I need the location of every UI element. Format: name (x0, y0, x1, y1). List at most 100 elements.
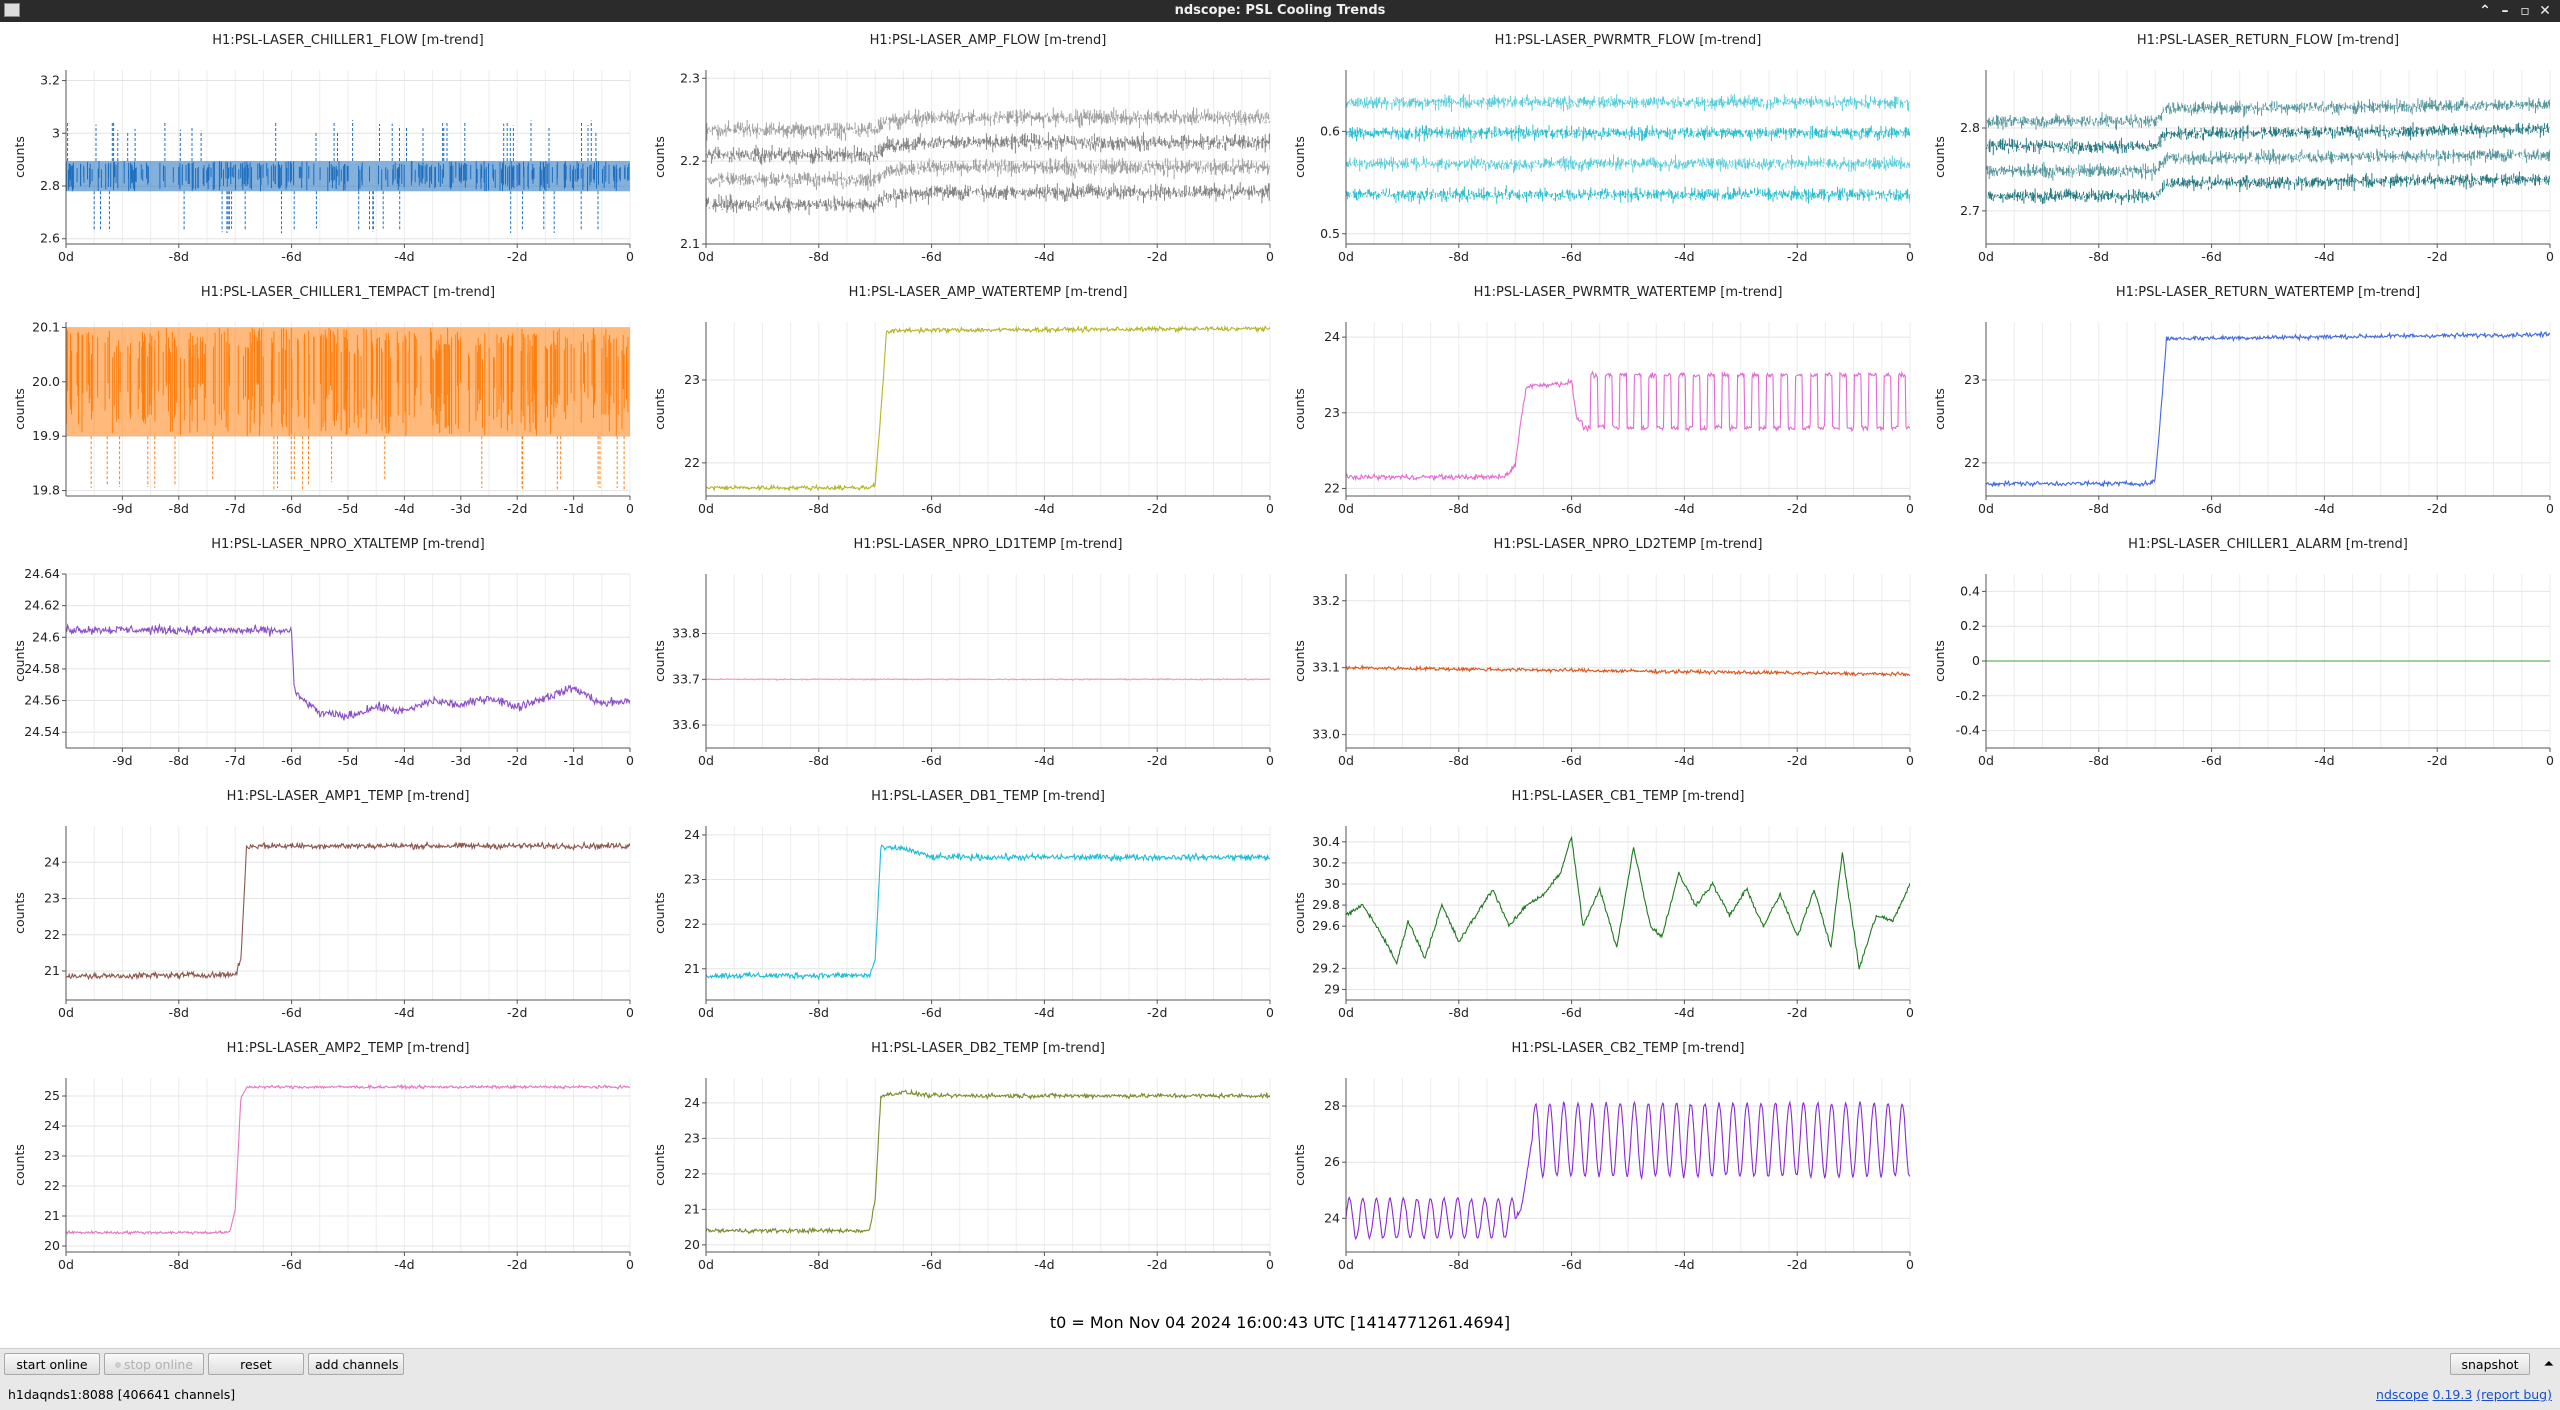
plot-chiller1-flow[interactable]: H1:PSL-LASER_CHILLER1_FLOW [m-trend] 2.6 2… (0, 22, 640, 274)
plot-cb1-temp[interactable]: H1:PSL-LASER_CB1_TEMP [m-trend] 29 29.2 29.… (1280, 778, 1920, 1030)
plot-svg-pwrmtr-watertemp[interactable]: H1:PSL-LASER_PWRMTR_WATERTEMP [m-trend] 2… (1280, 274, 1920, 526)
data-line (706, 844, 1270, 981)
plot-npro-ld2temp[interactable]: H1:PSL-LASER_NPRO_LD2TEMP [m-trend] 33.0 3… (1280, 526, 1920, 778)
plot-return-flow[interactable]: H1:PSL-LASER_RETURN_FLOW [m-trend] 2.7 2.8… (1920, 22, 2560, 274)
y-axis-label: counts (652, 892, 667, 934)
series-amp-flow (706, 107, 1270, 215)
plot-svg-chiller1-alarm[interactable]: H1:PSL-LASER_CHILLER1_ALARM [m-trend] -0.… (1920, 526, 2560, 778)
data-line (706, 677, 1270, 681)
x-tick-label: -2d (2427, 249, 2447, 264)
y-tick-label: 24.58 (24, 661, 60, 676)
plot-svg-amp-watertemp[interactable]: H1:PSL-LASER_AMP_WATERTEMP [m-trend] 22 23… (640, 274, 1280, 526)
plot-svg-cb1-temp[interactable]: H1:PSL-LASER_CB1_TEMP [m-trend] 29 29.2 29.… (1280, 778, 1920, 1030)
grid (1345, 574, 1911, 748)
y-tick-label: 23 (684, 372, 700, 387)
data-line (1346, 664, 1910, 678)
plot-db1-temp[interactable]: H1:PSL-LASER_DB1_TEMP [m-trend] 21 22 23 24 0… (640, 778, 1280, 1030)
x-tick-label: 0 (626, 1005, 634, 1020)
y-tick-label: 0.5 (1320, 226, 1340, 241)
start-online-button[interactable]: start online (4, 1353, 100, 1375)
reset-button[interactable]: reset (208, 1353, 304, 1375)
shade-icon[interactable]: ⌃ (2479, 3, 2491, 19)
add-channels-button[interactable]: add channels (308, 1353, 404, 1375)
plot-title: H1:PSL-LASER_CHILLER1_FLOW [m-trend] (212, 33, 483, 48)
grid (1985, 322, 2551, 496)
plot-svg-amp-flow[interactable]: H1:PSL-LASER_AMP_FLOW [m-trend] 2.1 2.2 2.3… (640, 22, 1280, 274)
x-tick-label: 0d (58, 249, 74, 264)
x-tick-label: -2d (1147, 1005, 1167, 1020)
plot-npro-ld1temp[interactable]: H1:PSL-LASER_NPRO_LD1TEMP [m-trend] 33.6 3… (640, 526, 1280, 778)
x-tick-label: -6d (921, 1005, 941, 1020)
plot-svg-pwrmtr-flow[interactable]: H1:PSL-LASER_PWRMTR_FLOW [m-trend] 0.5 0.6… (1280, 22, 1920, 274)
series-pwrmtr-flow (1346, 94, 1910, 205)
x-tick-label: 0d (58, 1005, 74, 1020)
plot-pwrmtr-flow[interactable]: H1:PSL-LASER_PWRMTR_FLOW [m-trend] 0.5 0.6… (1280, 22, 1920, 274)
x-tick-label: -5d (338, 501, 358, 516)
snapshot-button[interactable]: snapshot (2450, 1353, 2530, 1375)
x-tick-label: 0 (1266, 501, 1274, 516)
x-tick-label: -2d (507, 249, 527, 264)
y-tick-label: 23 (44, 891, 60, 906)
series-amp-watertemp (706, 324, 1270, 492)
plot-amp1-temp[interactable]: H1:PSL-LASER_AMP1_TEMP [m-trend] 21 22 23 24… (0, 778, 640, 1030)
x-tick-label: 0d (698, 1005, 714, 1020)
y-tick-label: 24 (1324, 1210, 1340, 1225)
series-db1-temp (706, 844, 1270, 981)
y-axis-label: counts (12, 388, 27, 430)
x-tick-label: -2d (507, 1257, 527, 1272)
plot-svg-cb2-temp[interactable]: H1:PSL-LASER_CB2_TEMP [m-trend] 24 26 28 0d -… (1280, 1030, 1920, 1282)
plot-grid: H1:PSL-LASER_CHILLER1_FLOW [m-trend] 2.6 2… (0, 22, 2560, 1316)
y-tick-label: 20.1 (32, 319, 60, 334)
plot-title: H1:PSL-LASER_CB2_TEMP [m-trend] (1512, 1041, 1745, 1056)
plot-amp2-temp[interactable]: H1:PSL-LASER_AMP2_TEMP [m-trend] 20 21 22 23… (0, 1030, 640, 1282)
x-tick-label: -8d (1449, 249, 1469, 264)
y-tick-label: 28 (1324, 1098, 1340, 1113)
plot-svg-return-flow[interactable]: H1:PSL-LASER_RETURN_FLOW [m-trend] 2.7 2.8… (1920, 22, 2560, 274)
plot-svg-amp2-temp[interactable]: H1:PSL-LASER_AMP2_TEMP [m-trend] 20 21 22 23… (0, 1030, 640, 1282)
x-tick-label: -8d (169, 501, 189, 516)
plot-npro-xtaltemp[interactable]: H1:PSL-LASER_NPRO_XTALTEMP [m-trend] 24.5… (0, 526, 640, 778)
x-tick-label: -8d (1449, 1257, 1469, 1272)
close-icon[interactable]: ✕ (2539, 3, 2551, 19)
plot-svg-db1-temp[interactable]: H1:PSL-LASER_DB1_TEMP [m-trend] 21 22 23 24 0… (640, 778, 1280, 1030)
y-tick-label: 2.6 (40, 231, 60, 246)
x-tick-label: -2d (1787, 501, 1807, 516)
plot-svg-npro-ld1temp[interactable]: H1:PSL-LASER_NPRO_LD1TEMP [m-trend] 33.6 3… (640, 526, 1280, 778)
report-bug-link[interactable]: (report bug) (2476, 1387, 2552, 1402)
ndscope-link[interactable]: ndscope (2376, 1387, 2429, 1402)
plot-svg-return-watertemp[interactable]: H1:PSL-LASER_RETURN_WATERTEMP [m-trend] 2… (1920, 274, 2560, 526)
stop-icon (114, 1362, 121, 1368)
y-tick-label: 25 (44, 1088, 60, 1103)
x-tick-label: -2d (1787, 1257, 1807, 1272)
plot-svg-db2-temp[interactable]: H1:PSL-LASER_DB2_TEMP [m-trend] 20 21 22 23 2… (640, 1030, 1280, 1282)
plot-return-watertemp[interactable]: H1:PSL-LASER_RETURN_WATERTEMP [m-trend] 2… (1920, 274, 2560, 526)
expand-icon[interactable]: ⏶ (2543, 1357, 2554, 1372)
add-channels-label: add channels (315, 1357, 399, 1372)
plot-pwrmtr-watertemp[interactable]: H1:PSL-LASER_PWRMTR_WATERTEMP [m-trend] 2… (1280, 274, 1920, 526)
plot-cb2-temp[interactable]: H1:PSL-LASER_CB2_TEMP [m-trend] 24 26 28 0d -… (1280, 1030, 1920, 1282)
plot-db2-temp[interactable]: H1:PSL-LASER_DB2_TEMP [m-trend] 20 21 22 23 2… (640, 1030, 1280, 1282)
minimize-icon[interactable]: – (2501, 3, 2509, 19)
plot-title: H1:PSL-LASER_AMP_WATERTEMP [m-trend] (849, 285, 1128, 300)
series-return-watertemp (1986, 331, 2550, 488)
plot-amp-flow[interactable]: H1:PSL-LASER_AMP_FLOW [m-trend] 2.1 2.2 2.3… (640, 22, 1280, 274)
version-link[interactable]: 0.19.3 (2432, 1387, 2473, 1402)
plot-amp-watertemp[interactable]: H1:PSL-LASER_AMP_WATERTEMP [m-trend] 22 23… (640, 274, 1280, 526)
y-axis-label: counts (12, 136, 27, 178)
noise-lane (1346, 185, 1910, 205)
stop-online-label: stop online (123, 1357, 194, 1372)
plot-svg-chiller1-tempact[interactable]: H1:PSL-LASER_CHILLER1_TEMPACT [m-trend] 1… (0, 274, 640, 526)
maximize-icon[interactable]: ▫ (2520, 3, 2530, 19)
plot-svg-chiller1-flow[interactable]: H1:PSL-LASER_CHILLER1_FLOW [m-trend] 2.6 2… (0, 22, 640, 274)
plot-svg-npro-ld2temp[interactable]: H1:PSL-LASER_NPRO_LD2TEMP [m-trend] 33.0 3… (1280, 526, 1920, 778)
plot-svg-npro-xtaltemp[interactable]: H1:PSL-LASER_NPRO_XTALTEMP [m-trend] 24.5… (0, 526, 640, 778)
plot-title: H1:PSL-LASER_AMP1_TEMP [m-trend] (227, 789, 470, 804)
y-tick-label: 22 (1964, 455, 1980, 470)
plot-chiller1-alarm[interactable]: H1:PSL-LASER_CHILLER1_ALARM [m-trend] -0.… (1920, 526, 2560, 778)
grid (1345, 1078, 1911, 1252)
y-tick-label: 30.2 (1312, 855, 1340, 870)
plot-svg-amp1-temp[interactable]: H1:PSL-LASER_AMP1_TEMP [m-trend] 21 22 23 24… (0, 778, 640, 1030)
x-tick-label: -8d (2089, 249, 2109, 264)
plot-chiller1-tempact[interactable]: H1:PSL-LASER_CHILLER1_TEMPACT [m-trend] 1… (0, 274, 640, 526)
stop-online-button[interactable]: stop online (104, 1353, 204, 1375)
